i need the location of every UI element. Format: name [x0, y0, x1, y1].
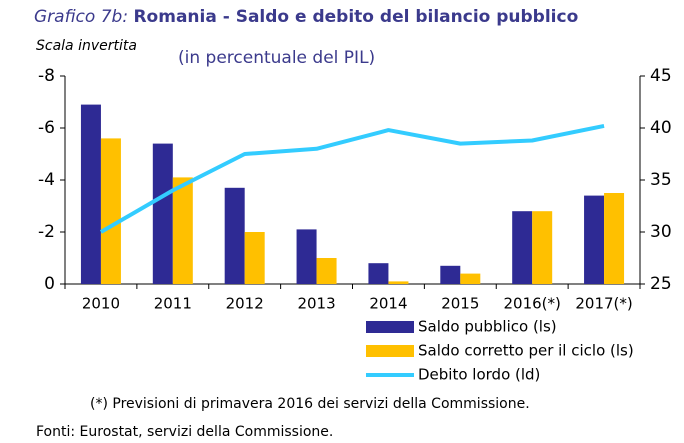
bar [532, 211, 553, 284]
bar [224, 187, 245, 284]
bar [388, 281, 409, 284]
bar [512, 211, 533, 284]
x-tick-label: 2014 [369, 295, 407, 313]
annotation: Scala invertita [36, 38, 137, 54]
legend-label: Saldo pubblico (ls) [418, 318, 557, 336]
line [99, 123, 605, 234]
bar [100, 138, 121, 284]
bar [316, 258, 337, 284]
y-tick-label: -6 [38, 118, 55, 138]
legend-swatch [366, 345, 414, 357]
x-tick-label: 2016(*) [503, 295, 560, 313]
x-tick-label: 2015 [441, 295, 479, 313]
x-tick-label: 2013 [297, 295, 335, 313]
subtitle: (in percentuale del PIL) [178, 48, 375, 68]
y-tick-label: 0 [44, 274, 55, 294]
y2-tick-label: 35 [650, 170, 672, 190]
bar [80, 104, 101, 284]
x-tick-label: 2010 [82, 295, 120, 313]
y-tick-label: -2 [38, 222, 55, 242]
x-tick-label: 2017(*) [575, 295, 632, 313]
bar [584, 195, 605, 284]
legend-swatch [366, 321, 414, 333]
bar [368, 263, 389, 284]
y2-tick-label: 45 [650, 66, 672, 86]
y-tick-label: -8 [38, 66, 55, 86]
source: Fonti: Eurostat, servizi della Commissio… [36, 424, 333, 440]
y2-tick-label: 40 [650, 118, 672, 138]
bar [440, 265, 461, 284]
bar [296, 229, 317, 284]
footnote: (*) Previsioni di primavera 2016 dei ser… [90, 396, 530, 412]
legend-label: Saldo corretto per il ciclo (ls) [418, 342, 634, 360]
legend-label: Debito lordo (ld) [418, 366, 540, 384]
bar [152, 143, 173, 284]
title-prefix: Grafico 7b: [34, 7, 128, 27]
chart-title: Grafico 7b: Romania - Saldo e debito del… [34, 7, 578, 27]
y2-tick-label: 25 [650, 274, 672, 294]
x-tick-label: 2011 [154, 295, 192, 313]
y-tick-label: -4 [38, 170, 55, 190]
bar [460, 273, 481, 284]
y2-tick-label: 30 [650, 222, 672, 242]
x-tick-label: 2012 [226, 295, 264, 313]
bar [244, 232, 265, 284]
title-main: Romania - Saldo e debito del bilancio pu… [133, 7, 578, 27]
bar [604, 193, 625, 284]
bar [172, 177, 193, 284]
